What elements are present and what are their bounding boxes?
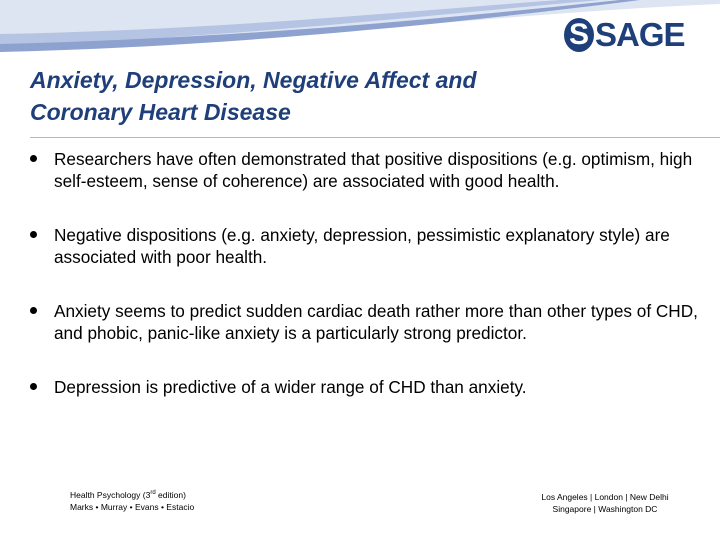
locations-line1: Los Angeles | London | New Delhi (541, 492, 669, 502)
bullet-dot-icon (30, 383, 37, 390)
bullet-text: Negative dispositions (e.g. anxiety, dep… (54, 225, 670, 267)
bullet-text: Anxiety seems to predict sudden cardiac … (54, 301, 698, 343)
book-title-superscript: rd (150, 490, 156, 496)
book-title: Health Psychology (3rd edition) (70, 487, 194, 501)
sage-logo-text: SAGE (595, 16, 686, 53)
title-divider (30, 137, 720, 138)
bullet-item: Anxiety seems to predict sudden cardiac … (30, 300, 720, 344)
header-swoosh (0, 0, 720, 52)
book-title-edition: edition) (155, 489, 186, 500)
sage-logo: S SAGE (564, 16, 686, 54)
book-title-text: Health Psychology (3 (70, 489, 151, 500)
book-citation: Health Psychology (3rd edition) Marks • … (70, 487, 194, 513)
bullet-item: Negative dispositions (e.g. anxiety, dep… (30, 224, 720, 268)
bullet-list: Researchers have often demonstrated that… (30, 148, 720, 398)
publisher-locations: Los Angeles | London | New Delhi Singapo… (516, 491, 694, 515)
book-authors: Marks • Murray • Evans • Estacio (70, 501, 195, 512)
slide-title: Anxiety, Depression, Negative Affect and… (30, 64, 630, 128)
bullet-item: Depression is predictive of a wider rang… (30, 376, 720, 398)
bullet-dot-icon (30, 231, 37, 238)
locations-line2: Singapore | Washington DC (552, 504, 658, 514)
bullet-dot-icon (30, 307, 37, 314)
slide-title-line1: Anxiety, Depression, Negative Affect and (30, 67, 477, 93)
bullet-dot-icon (30, 155, 37, 162)
bullet-text: Researchers have often demonstrated that… (54, 149, 693, 191)
slide-title-line2: Coronary Heart Disease (30, 99, 291, 125)
bullet-item: Researchers have often demonstrated that… (30, 148, 720, 192)
bullet-text: Depression is predictive of a wider rang… (54, 377, 527, 397)
sage-logo-icon: S (564, 18, 594, 52)
